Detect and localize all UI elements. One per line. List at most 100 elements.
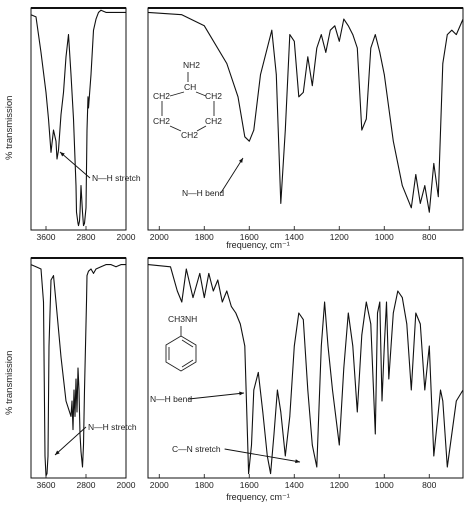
data-point bbox=[397, 163, 399, 164]
x-tick-label: 2000 bbox=[150, 480, 169, 490]
data-point bbox=[65, 400, 67, 402]
spectrum-trace bbox=[147, 11, 464, 213]
data-point bbox=[298, 312, 300, 314]
data-point bbox=[383, 345, 385, 347]
ring-ch2-label-3: CH2 bbox=[153, 116, 170, 126]
data-point bbox=[270, 473, 271, 474]
data-point bbox=[311, 444, 313, 446]
data-point bbox=[208, 273, 210, 274]
arrow-head bbox=[239, 391, 244, 396]
x-tick-label: 1200 bbox=[330, 480, 349, 490]
annotation-label: C—N stretch bbox=[172, 444, 221, 454]
data-point bbox=[181, 14, 183, 16]
data-point bbox=[424, 389, 426, 391]
data-point bbox=[253, 389, 255, 391]
data-point bbox=[248, 473, 249, 474]
data-point bbox=[280, 203, 282, 204]
data-point bbox=[48, 345, 50, 347]
data-point bbox=[392, 312, 394, 314]
data-point bbox=[95, 268, 97, 270]
data-point bbox=[95, 18, 97, 20]
data-point bbox=[70, 416, 72, 417]
data-point bbox=[424, 185, 426, 186]
data-point bbox=[298, 96, 300, 98]
data-point bbox=[56, 158, 58, 160]
x-tick-label: 1000 bbox=[375, 232, 394, 242]
data-point bbox=[235, 312, 237, 314]
arrow-head bbox=[60, 152, 65, 157]
data-point bbox=[181, 301, 183, 303]
data-point bbox=[80, 185, 82, 186]
data-point bbox=[86, 301, 87, 303]
data-point bbox=[226, 290, 228, 292]
data-point bbox=[192, 297, 194, 298]
data-point bbox=[374, 433, 376, 435]
ring-ch2-label-4: CH2 bbox=[205, 116, 222, 126]
data-point bbox=[377, 312, 378, 314]
data-point bbox=[147, 12, 149, 13]
data-point bbox=[401, 297, 403, 298]
data-point bbox=[302, 319, 304, 320]
data-point bbox=[451, 29, 453, 31]
ring-ch2-label-1: CH2 bbox=[153, 91, 170, 101]
data-point bbox=[185, 268, 187, 270]
data-point bbox=[273, 433, 275, 435]
data-point bbox=[237, 96, 239, 98]
data-point bbox=[293, 40, 295, 42]
data-point bbox=[275, 74, 277, 75]
data-point bbox=[35, 16, 37, 18]
data-point bbox=[260, 74, 261, 75]
data-point bbox=[82, 466, 83, 468]
data-point bbox=[60, 114, 62, 115]
data-point bbox=[83, 225, 84, 226]
data-point bbox=[381, 400, 383, 402]
data-point bbox=[365, 301, 367, 303]
bottom-xlabel: frequency, cm⁻¹ bbox=[226, 492, 290, 502]
data-point bbox=[446, 34, 448, 35]
data-point bbox=[40, 268, 42, 270]
data-point bbox=[212, 290, 214, 292]
data-point bbox=[284, 129, 286, 131]
x-tick-label: 800 bbox=[422, 232, 436, 242]
data-point bbox=[120, 264, 122, 265]
ring-ch2-label-2: CH2 bbox=[205, 91, 222, 101]
data-point bbox=[410, 389, 412, 391]
annotation-label: N—H bend bbox=[182, 188, 224, 198]
data-point bbox=[347, 312, 349, 314]
data-point bbox=[79, 211, 81, 213]
data-point bbox=[85, 207, 87, 209]
data-point bbox=[48, 118, 49, 120]
data-point bbox=[462, 389, 464, 391]
data-point bbox=[442, 400, 444, 402]
data-point bbox=[244, 136, 246, 138]
data-point bbox=[370, 47, 372, 49]
data-point bbox=[433, 455, 435, 457]
data-point bbox=[53, 275, 54, 276]
data-point bbox=[284, 455, 286, 457]
data-point bbox=[437, 411, 439, 413]
data-point bbox=[105, 12, 107, 13]
data-point bbox=[58, 149, 59, 151]
data-point bbox=[347, 25, 349, 27]
data-point bbox=[401, 185, 403, 186]
data-point bbox=[289, 416, 291, 417]
spectrum-panel-top-right: 2000 1800 1600 1400 1200 1000 800 N—H bend bbox=[147, 7, 464, 242]
data-point bbox=[392, 140, 394, 142]
bottom-ylabel: % transmission bbox=[4, 351, 15, 415]
data-point bbox=[88, 270, 89, 272]
data-point bbox=[72, 429, 74, 430]
data-point bbox=[46, 473, 48, 474]
data-point bbox=[343, 18, 345, 20]
top-xlabel: frequency, cm⁻¹ bbox=[226, 240, 290, 250]
data-point bbox=[93, 273, 94, 274]
data-point bbox=[75, 185, 77, 186]
spectrum-panel-bottom-left: 3600 2800 2000 N—H stretch bbox=[30, 257, 137, 490]
data-point bbox=[289, 34, 291, 35]
data-point bbox=[82, 211, 83, 213]
data-point bbox=[325, 52, 327, 53]
data-point bbox=[253, 129, 255, 131]
annotation-arrow bbox=[59, 151, 91, 179]
data-point bbox=[311, 85, 313, 87]
data-point bbox=[85, 345, 86, 347]
